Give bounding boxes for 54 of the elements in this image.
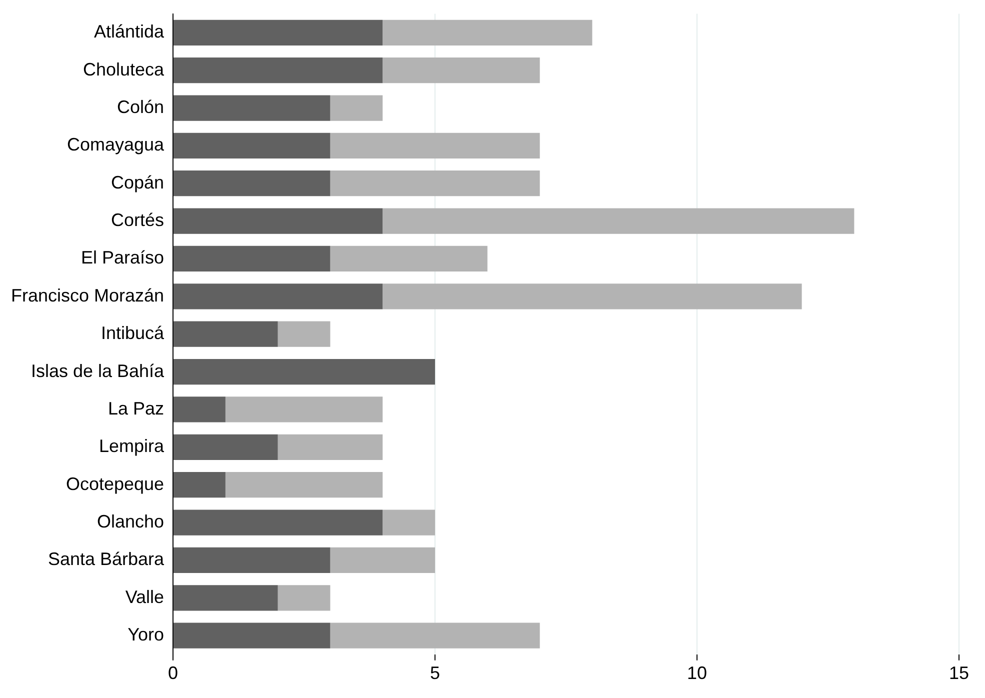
x-tick-label: 10: [687, 663, 708, 684]
bar: [225, 396, 383, 422]
y-tick-label: Cortés: [111, 210, 164, 230]
bar: [174, 622, 330, 648]
y-tick-label: Colón: [117, 96, 164, 117]
bar: [330, 622, 540, 648]
y-tick-label: El Paraíso: [81, 248, 164, 268]
bar: [174, 208, 383, 234]
y-tick-label: Comayagua: [66, 134, 166, 155]
bar: [174, 358, 436, 385]
bar: [174, 510, 383, 536]
bar: [278, 585, 330, 611]
bar: [330, 246, 488, 272]
x-tick-label: 5: [430, 663, 440, 684]
bar: [174, 132, 330, 158]
bar: [174, 547, 330, 574]
bar: [174, 434, 278, 460]
bar: [278, 434, 383, 460]
x-tick-label: 0: [168, 663, 178, 684]
bar: [174, 246, 330, 272]
bar: [174, 95, 330, 121]
y-tick-label: Yoro: [128, 624, 164, 645]
y-tick-label: Olancho: [97, 511, 164, 532]
y-tick-label: Copán: [111, 172, 164, 192]
y-tick-label: Ocotepeque: [66, 474, 164, 494]
bar: [174, 321, 278, 347]
bar: [225, 472, 383, 498]
bar: [330, 132, 540, 158]
bar: [330, 547, 436, 574]
bar: [174, 284, 383, 310]
bar: [278, 321, 330, 347]
bar: [382, 284, 802, 310]
y-tick-label: Francisco Morazán: [10, 285, 164, 306]
bar: [174, 396, 226, 422]
bar: [382, 208, 854, 234]
y-tick-label: Intibucá: [101, 323, 166, 344]
bar: [174, 170, 330, 196]
bar: [174, 20, 383, 46]
y-tick-label: Islas de la Bahía: [30, 360, 166, 381]
bar: [174, 472, 226, 498]
bar: [174, 585, 278, 611]
y-tick-label: Santa Bárbara: [48, 549, 166, 570]
bar: [382, 58, 540, 84]
bar: [382, 510, 436, 536]
bar: [382, 20, 592, 46]
bar: [330, 95, 383, 121]
bar: [330, 170, 540, 196]
x-tick-label: 15: [948, 663, 970, 684]
y-tick-label: Lempira: [99, 436, 166, 456]
y-tick-label: Choluteca: [82, 59, 166, 80]
y-tick-label: Valle: [125, 586, 164, 607]
y-tick-label: La Paz: [108, 398, 164, 418]
y-tick-label: Atlántida: [94, 22, 166, 42]
bar: [174, 58, 383, 84]
